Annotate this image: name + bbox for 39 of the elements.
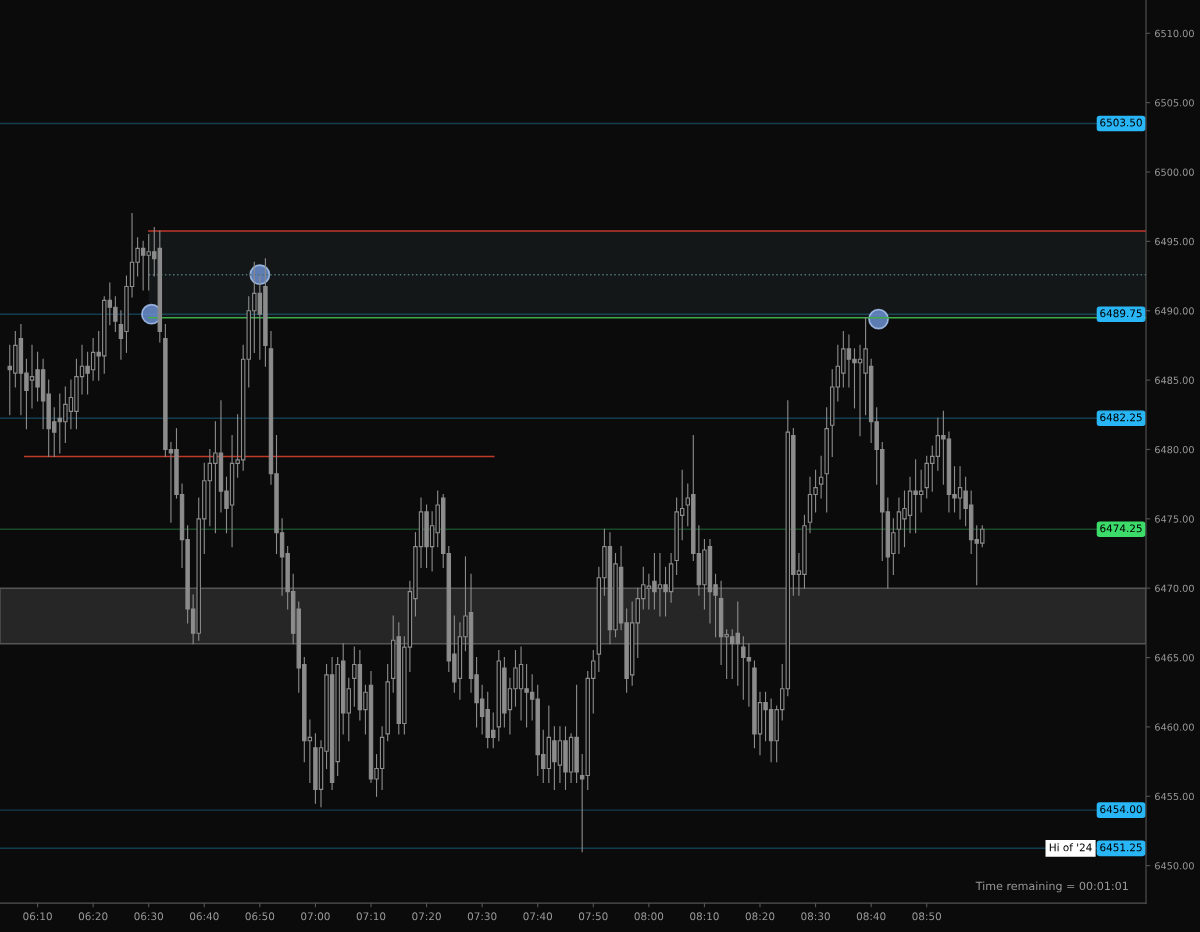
x-tick-label: 08:30: [801, 912, 830, 921]
x-tick-label: 06:30: [134, 912, 164, 921]
x-tick-label: 08:00: [634, 912, 664, 921]
x-tick-label: 07:00: [301, 912, 330, 921]
y-tick-label: 6470.00: [1155, 584, 1194, 593]
x-tick-label: 06:10: [23, 912, 52, 921]
y-tick-label: 6480.00: [1155, 445, 1194, 454]
x-tick-label: 08:40: [856, 912, 886, 921]
x-tick-label: 06:50: [245, 912, 275, 921]
y-tick-label: 6460.00: [1155, 723, 1194, 731]
x-tick-label: 08:50: [912, 912, 942, 921]
y-tick-label: 6490.00: [1155, 307, 1194, 315]
x-tick-label: 07:40: [523, 912, 553, 921]
candlestick: [818, 455, 824, 499]
x-tick-label: 06:20: [78, 912, 108, 921]
x-tick-label: 08:10: [690, 912, 719, 921]
x-tick-label: 07:50: [578, 912, 608, 921]
x-tick-label: 08:20: [745, 912, 775, 921]
ref-line-label: 6482.25: [1100, 413, 1142, 422]
y-tick-label: 6500.00: [1155, 168, 1194, 176]
x-tick-label: 06:40: [189, 912, 219, 921]
x-tick-label: 07:20: [412, 912, 441, 921]
y-tick-label: 6455.00: [1155, 792, 1194, 801]
annotation: Time remaining = 00:01:01: [975, 881, 1128, 893]
y-tick-label: 6505.00: [1155, 99, 1194, 107]
ref-line-label: 6503.50: [1100, 118, 1142, 127]
ref-line-label: 6474.25: [1100, 524, 1142, 533]
y-tick-label: 6495.00: [1155, 237, 1194, 246]
ref-line-label: 6451.25: [1100, 843, 1142, 852]
y-tick-label: 6485.00: [1155, 376, 1194, 384]
annotation: Hi of '24: [1049, 843, 1092, 852]
x-tick-label: 07:10: [356, 912, 386, 921]
y-tick-label: 6465.00: [1155, 654, 1194, 662]
ref-line-label: 6454.00: [1100, 805, 1142, 814]
y-tick-label: 6475.00: [1155, 515, 1194, 523]
y-tick-label: 6510.00: [1155, 29, 1194, 38]
ref-line-label: 6489.75: [1100, 309, 1142, 318]
y-tick-label: 6450.00: [1155, 862, 1194, 870]
x-tick-label: 07:30: [467, 912, 497, 921]
